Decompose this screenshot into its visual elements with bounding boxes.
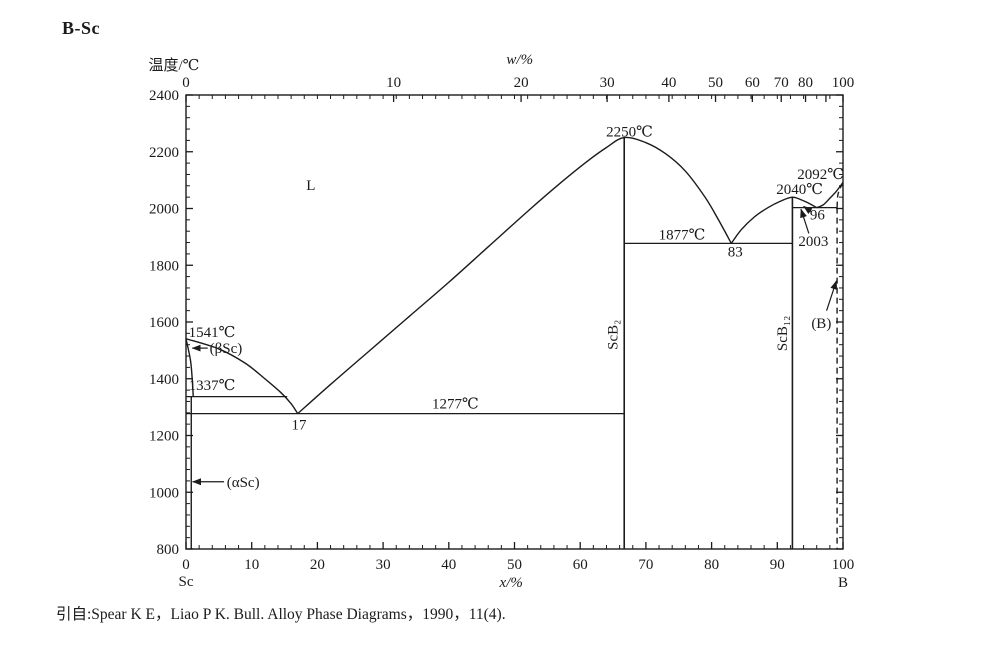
svg-text:1400: 1400	[149, 372, 179, 388]
top-axis-title: w/%	[506, 52, 533, 68]
annotation-arrow-12	[803, 205, 813, 215]
invariant-lines	[186, 137, 838, 549]
svg-text:1800: 1800	[149, 258, 179, 274]
annotation-13-2003: 2003	[798, 234, 828, 250]
annotation-14-B: (B)	[811, 316, 831, 332]
svg-text:30: 30	[600, 75, 615, 91]
svg-text:1200: 1200	[149, 429, 179, 445]
svg-text:800: 800	[157, 542, 180, 558]
plot-frame	[185, 94, 844, 550]
svg-text:50: 50	[708, 75, 723, 91]
svg-text:60: 60	[573, 557, 588, 573]
phase-curves	[185, 136, 844, 549]
annotation-12-96: 96	[810, 208, 826, 224]
svg-text:10: 10	[386, 75, 401, 91]
annotation-3-1277: 1277℃	[432, 397, 479, 413]
svg-text:70: 70	[774, 75, 789, 91]
svg-text:40: 40	[661, 75, 676, 91]
annotation-0-1541: 1541℃	[189, 325, 236, 341]
svg-text:80: 80	[798, 75, 813, 91]
annotation-11-2092: 2092℃	[797, 167, 844, 183]
annotation-10-2040: 2040℃	[776, 182, 823, 198]
annotation-16-ScB: ScB₁₂	[775, 316, 791, 351]
svg-text:10: 10	[244, 557, 259, 573]
svg-text:100: 100	[832, 75, 855, 91]
left-end-element: Sc	[179, 574, 194, 590]
beta-sc-solidus	[185, 338, 194, 397]
svg-text:2400: 2400	[149, 88, 179, 104]
svg-text:70: 70	[638, 557, 653, 573]
svg-text:40: 40	[441, 557, 456, 573]
annotation-8-1877: 1877℃	[659, 228, 706, 244]
svg-text:1600: 1600	[149, 315, 179, 331]
annotation-2-1337: 1337℃	[189, 378, 236, 394]
scb12-liquidus-dome	[730, 196, 818, 244]
svg-text:50: 50	[507, 557, 522, 573]
citation: 引自:Spear K E，Liao P K. Bull. Alloy Phase…	[56, 606, 506, 623]
annotation-9-83: 83	[728, 245, 743, 261]
svg-text:2000: 2000	[149, 202, 179, 218]
b-solvus-upper	[836, 182, 844, 208]
annotations: 1541℃(βSc) 1337℃ 1277℃ 17 (αSc) L 2250℃ 1877℃ 83…	[189, 124, 844, 490]
svg-text:20: 20	[514, 75, 529, 91]
axis-ticks	[185, 94, 844, 550]
svg-text:1000: 1000	[149, 485, 179, 501]
annotation-7-2250: 2250℃	[606, 124, 653, 140]
svg-text:80: 80	[704, 557, 719, 573]
b-liquidus	[816, 181, 844, 209]
svg-text:90: 90	[770, 557, 785, 573]
svg-text:2200: 2200	[149, 145, 179, 161]
annotation-6-L: L	[306, 178, 315, 194]
svg-text:0: 0	[182, 75, 190, 91]
svg-text:100: 100	[832, 557, 855, 573]
annotation-4-17: 17	[292, 418, 308, 434]
y-axis-title: 温度/℃	[149, 57, 200, 74]
sc-liquidus	[185, 338, 299, 415]
svg-text:30: 30	[376, 557, 391, 573]
scb2-liquidus-dome	[297, 136, 732, 415]
svg-text:0: 0	[182, 557, 190, 573]
annotation-5-Sc: (αSc)	[227, 475, 260, 491]
right-end-element: B	[838, 575, 848, 591]
annotation-arrow-14	[826, 280, 838, 311]
annotation-arrow-13	[800, 208, 810, 234]
svg-text:20: 20	[310, 557, 325, 573]
svg-text:60: 60	[745, 75, 760, 91]
bottom-axis-title: x/%	[499, 575, 523, 591]
annotation-1-Sc: (βSc)	[210, 341, 243, 357]
annotation-15-ScB: ScB₂	[605, 320, 621, 350]
page-title: B-Sc	[62, 18, 100, 38]
